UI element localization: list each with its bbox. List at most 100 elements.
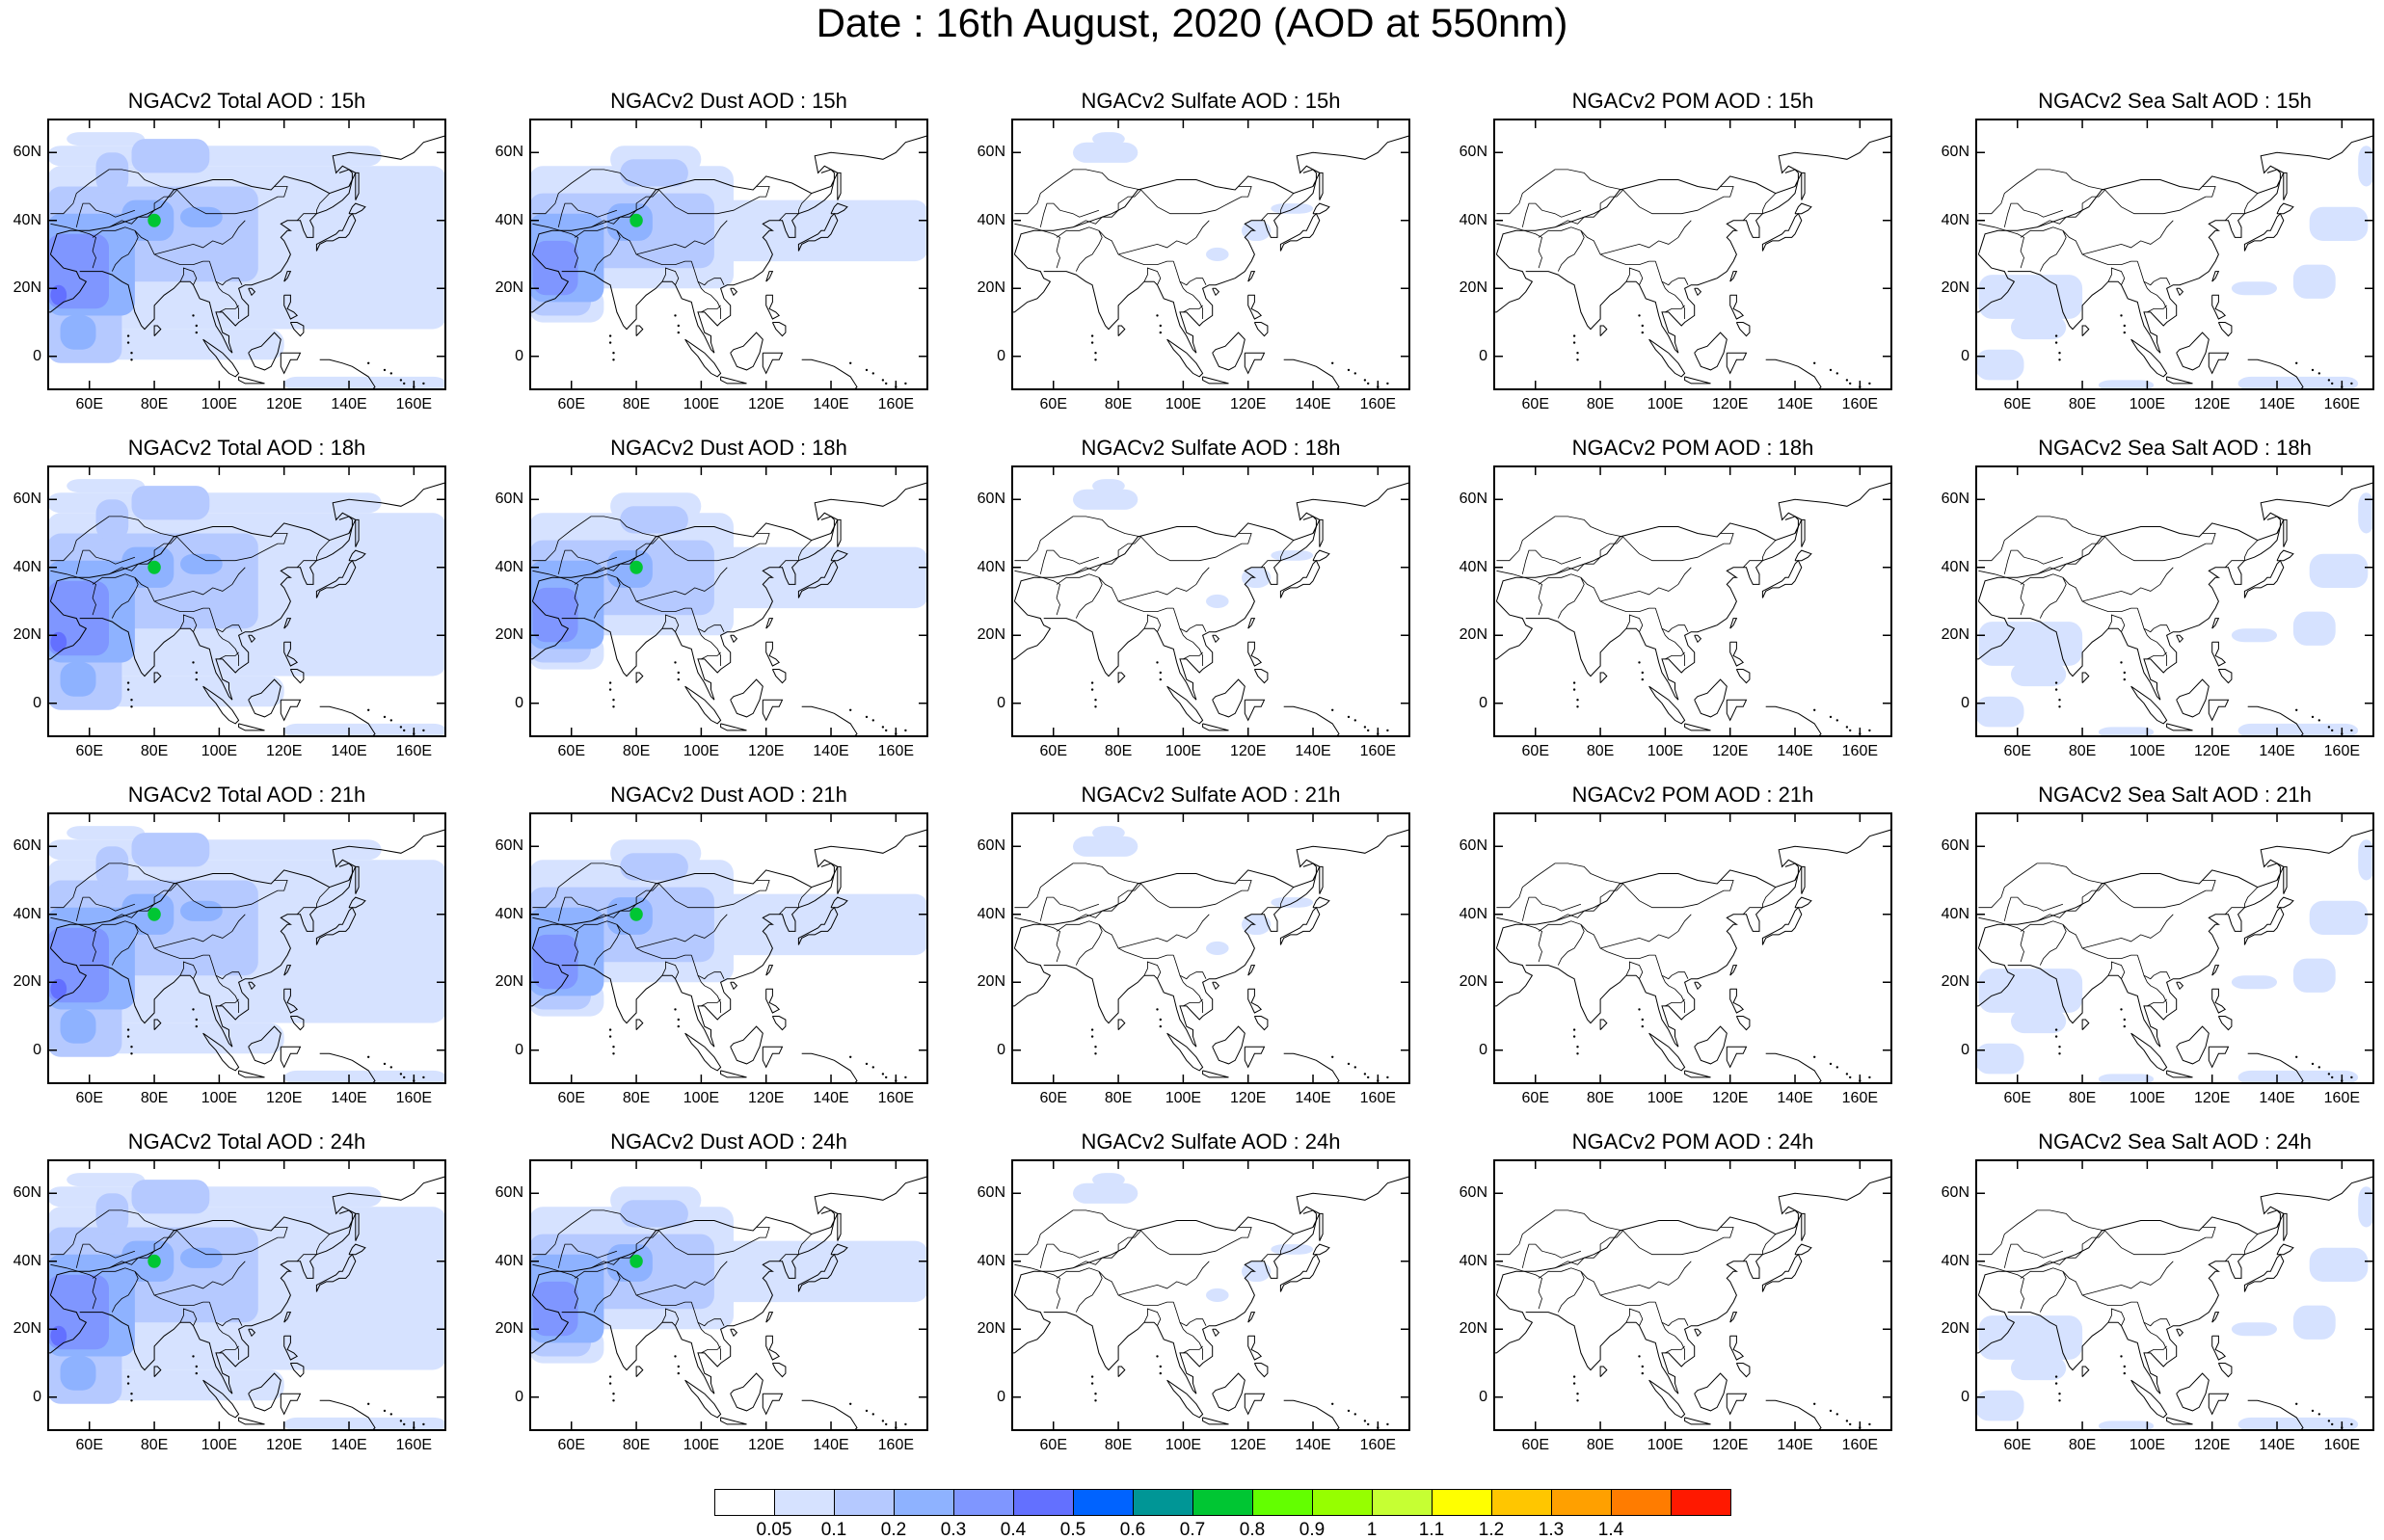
coastline: [1977, 135, 2372, 255]
lon-tick-label: 160E: [877, 1437, 915, 1453]
country-border: [2036, 1230, 2105, 1269]
lon-tick-label: 60E: [557, 1437, 585, 1453]
country-border: [661, 267, 680, 285]
country-border: [92, 920, 139, 966]
lon-tick-label: 60E: [1521, 396, 1549, 412]
coastline: [355, 172, 360, 200]
lon-tick-label: 120E: [748, 396, 785, 412]
lon-tick-label: 140E: [1777, 743, 1813, 759]
aod-shading: [1242, 567, 1272, 588]
aod-shading: [1242, 1261, 1272, 1282]
coastline: [2283, 865, 2288, 894]
coastline: [1283, 1399, 1340, 1429]
lat-tick-label: 60N: [977, 1184, 1005, 1202]
island: [1641, 677, 1644, 681]
island: [2054, 1035, 2058, 1038]
coastline: [153, 1019, 162, 1030]
lon-tick-label: 60E: [1039, 1437, 1067, 1453]
lon-tick-label: 120E: [1712, 743, 1749, 759]
country-border: [1098, 577, 1174, 613]
coastline: [1283, 705, 1340, 735]
country-border: [1072, 1230, 1141, 1269]
coastline: [49, 135, 444, 255]
coastline: [531, 135, 926, 255]
coastline: [1801, 172, 1806, 200]
country-border: [1654, 607, 1689, 633]
coastline: [2166, 376, 2193, 385]
lon-tick-label: 120E: [2194, 743, 2231, 759]
country-border: [697, 281, 722, 319]
aod-shading: [180, 900, 223, 921]
island: [871, 1413, 874, 1416]
lat-tick-label: 0: [33, 1041, 41, 1058]
country-border: [75, 1243, 136, 1268]
island: [1576, 1399, 1579, 1402]
lat-tick-label: 40N: [1941, 558, 1969, 575]
island: [1386, 1422, 1389, 1426]
coastline: [1495, 482, 1890, 602]
lon-tick-label: 100E: [1647, 743, 1684, 759]
country-border: [1143, 267, 1162, 285]
coastline: [2208, 699, 2230, 722]
lat-tick-label: 20N: [1941, 973, 1969, 991]
island: [2054, 1375, 2058, 1378]
country-border: [208, 954, 243, 980]
aod-shading: [147, 560, 161, 574]
island: [2058, 1393, 2061, 1395]
island: [1090, 1382, 1094, 1385]
country-border: [1183, 998, 1203, 1007]
island: [849, 361, 852, 364]
lat-tick-label: 60N: [495, 491, 523, 508]
island: [1572, 341, 1576, 344]
coastline: [1043, 271, 1197, 354]
country-border: [1625, 961, 1644, 979]
coastline: [238, 723, 265, 731]
island: [383, 715, 387, 719]
country-border: [219, 651, 239, 660]
country-border: [616, 1271, 692, 1307]
lon-tick-label: 80E: [622, 1437, 651, 1453]
panel-title: NGACv2 Dust AOD : 18h: [610, 436, 847, 460]
aod-shading: [95, 846, 129, 888]
island: [1090, 1375, 1094, 1378]
island: [881, 1073, 885, 1075]
coastline: [1283, 358, 1340, 388]
country-border: [2036, 189, 2105, 228]
coastline: [2217, 669, 2233, 684]
coastline: [202, 338, 240, 378]
country-border: [208, 607, 243, 633]
map-panel: [1011, 812, 1410, 1084]
country-border: [1056, 920, 1103, 966]
map-panel: [1493, 119, 1892, 390]
lon-tick-label: 160E: [1841, 743, 1879, 759]
coastline: [837, 172, 842, 200]
coastline: [1735, 1016, 1751, 1031]
coastline: [820, 863, 835, 881]
lon-tick-label: 100E: [1165, 743, 1202, 759]
island: [1813, 1402, 1816, 1405]
island: [399, 1073, 403, 1075]
coastline: [2211, 271, 2220, 282]
colorbar-label: 0.6: [1119, 1520, 1146, 1540]
island: [389, 1066, 392, 1069]
country-border: [616, 230, 692, 266]
coastline: [153, 1366, 162, 1377]
figure-title: Date : 16th August, 2020 (AOD at 550nm): [816, 0, 1568, 45]
country-border: [2036, 883, 2105, 922]
lat-tick-label: 20N: [1459, 279, 1487, 297]
coastline: [2166, 1417, 2193, 1425]
island: [1347, 368, 1351, 372]
lat-tick-label: 60N: [13, 1184, 41, 1202]
island: [1094, 1399, 1097, 1402]
coastline: [2007, 618, 2161, 701]
aod-shading: [50, 631, 67, 652]
lon-tick-label: 140E: [813, 396, 849, 412]
coastline: [348, 896, 366, 909]
coastline: [1661, 526, 1799, 701]
country-border: [1072, 189, 1141, 228]
lon-tick-label: 100E: [2129, 1090, 2166, 1106]
country-border: [1625, 614, 1644, 632]
coastline: [338, 516, 353, 534]
coastline: [289, 1016, 305, 1031]
lon-tick-label: 80E: [140, 396, 169, 412]
